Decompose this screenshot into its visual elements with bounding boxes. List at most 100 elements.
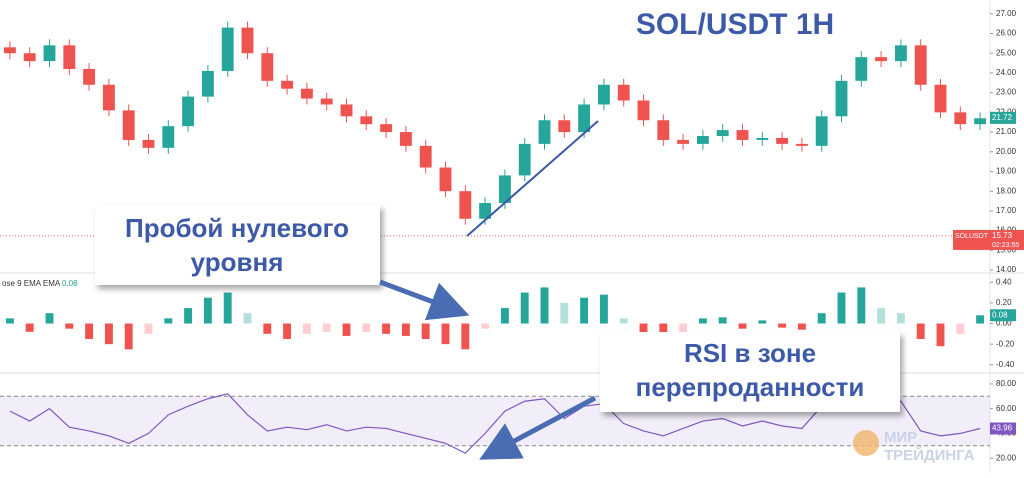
price-label: 15.73 bbox=[992, 231, 1013, 240]
histogram-bar bbox=[25, 323, 34, 332]
y-tick-label: 14.00 bbox=[996, 265, 1017, 274]
candle-body bbox=[498, 175, 511, 204]
candle-body bbox=[360, 116, 373, 125]
candle-body bbox=[479, 203, 492, 219]
candle-body bbox=[716, 130, 729, 136]
y-tick-label: 26.00 bbox=[996, 29, 1017, 38]
watermark: МИР bbox=[884, 429, 917, 446]
histogram-bar bbox=[936, 323, 945, 347]
histogram-bar bbox=[896, 313, 905, 324]
y-tick-label: 17.00 bbox=[996, 206, 1017, 215]
histogram-bar bbox=[184, 308, 193, 324]
candle-body bbox=[201, 70, 214, 97]
arrow bbox=[379, 279, 470, 321]
candle-body bbox=[617, 84, 630, 101]
candle-body bbox=[657, 120, 670, 140]
indicator-label: ose 9 EMA EMA bbox=[2, 279, 61, 288]
histogram-bar bbox=[85, 323, 94, 339]
candle-body bbox=[241, 27, 254, 54]
y-tick-label: 23.00 bbox=[996, 88, 1017, 97]
histogram-bar bbox=[302, 323, 311, 334]
candle-body bbox=[954, 112, 967, 125]
candle-body bbox=[597, 84, 610, 105]
candle-body bbox=[142, 139, 155, 148]
symbol-label: SOLUSDT bbox=[955, 233, 989, 240]
histogram-bar bbox=[817, 313, 826, 324]
y-tick-label: 0.20 bbox=[996, 298, 1012, 307]
histogram-bar bbox=[481, 323, 490, 329]
candle-body bbox=[894, 45, 907, 62]
candle-body bbox=[122, 110, 135, 140]
candle-body bbox=[43, 45, 56, 62]
candle-body bbox=[914, 45, 927, 85]
histogram-bar bbox=[976, 315, 985, 324]
histogram-bar bbox=[560, 302, 569, 324]
histogram-bar bbox=[382, 323, 391, 334]
candle-body bbox=[3, 47, 16, 54]
price-tag bbox=[990, 422, 1016, 435]
annotation: перепроданности bbox=[636, 372, 865, 402]
histogram-bar bbox=[580, 297, 589, 324]
histogram-bar bbox=[877, 308, 886, 324]
y-tick-label: 21.00 bbox=[996, 127, 1017, 136]
arrow bbox=[479, 395, 597, 460]
candle-body bbox=[102, 84, 115, 111]
annotation: уровня bbox=[191, 247, 284, 277]
y-tick-label: 20.00 bbox=[996, 453, 1017, 462]
last-value: 43.96 bbox=[992, 424, 1013, 433]
candle-body bbox=[974, 118, 987, 125]
histogram-bar bbox=[104, 323, 113, 345]
histogram-bar bbox=[283, 323, 292, 339]
annotation: RSI в зоне bbox=[684, 338, 816, 368]
histogram-bar bbox=[461, 323, 470, 350]
y-tick-label: 19.00 bbox=[996, 167, 1017, 176]
histogram-bar bbox=[520, 292, 529, 324]
histogram-bar bbox=[540, 287, 549, 324]
y-tick-label: 18.00 bbox=[996, 186, 1017, 195]
candle-body bbox=[380, 124, 393, 133]
annotation-box bbox=[600, 332, 900, 412]
candle-body bbox=[23, 53, 36, 62]
histogram-bar bbox=[738, 323, 747, 329]
y-tick-label: -0.20 bbox=[996, 339, 1015, 348]
last-value: 0.08 bbox=[992, 310, 1008, 319]
candle-body bbox=[182, 96, 195, 127]
y-tick-label: 0.00 bbox=[996, 319, 1012, 328]
histogram-bar bbox=[5, 318, 14, 324]
candle-body bbox=[776, 137, 789, 144]
trend-line bbox=[466, 120, 599, 237]
y-tick-label: 25.00 bbox=[996, 48, 1017, 57]
candle-body bbox=[83, 68, 96, 85]
candle-body bbox=[261, 53, 274, 81]
histogram-bar bbox=[619, 318, 628, 324]
annotation-box bbox=[95, 205, 380, 285]
candle-body bbox=[538, 120, 551, 144]
candle-body bbox=[459, 191, 472, 219]
histogram-bar bbox=[758, 320, 767, 324]
candle-body bbox=[281, 80, 294, 89]
candle-body bbox=[815, 116, 828, 146]
candle-body bbox=[300, 88, 313, 99]
y-tick-label: 27.00 bbox=[996, 9, 1017, 18]
candle-body bbox=[399, 132, 412, 146]
candle-body bbox=[558, 120, 571, 133]
histogram-bar bbox=[65, 323, 74, 329]
histogram-bar bbox=[124, 323, 133, 350]
histogram-bar bbox=[203, 297, 212, 324]
price-tag bbox=[990, 309, 1016, 322]
candle-body bbox=[340, 104, 353, 117]
y-tick-label: 80.00 bbox=[996, 379, 1017, 388]
candle-body bbox=[63, 45, 76, 69]
histogram-bar bbox=[144, 323, 153, 334]
histogram-bar bbox=[659, 323, 668, 339]
histogram-bar bbox=[362, 323, 371, 332]
candle-body bbox=[736, 130, 749, 140]
histogram-bar bbox=[322, 323, 331, 332]
candle-body bbox=[934, 84, 947, 113]
histogram-bar bbox=[698, 318, 707, 324]
candle-body bbox=[518, 143, 531, 176]
y-tick-label: -0.40 bbox=[996, 360, 1015, 369]
price-tag bbox=[953, 229, 1024, 250]
